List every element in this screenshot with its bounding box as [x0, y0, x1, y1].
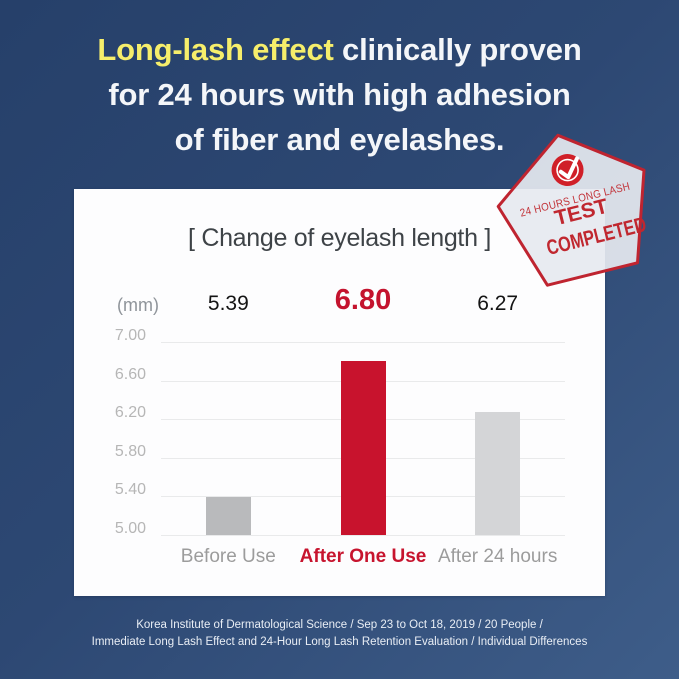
y-axis-tick-label: 5.80 [114, 442, 146, 460]
gridline [161, 342, 565, 343]
headline-line-1: Long-lash effect clinically proven [0, 27, 679, 72]
headline-line-2: for 24 hours with high adhesion [108, 77, 571, 112]
headline-line-3: of fiber and eyelashes. [174, 122, 505, 157]
gridline [161, 535, 565, 536]
category-label-after-24-hours: After 24 hours [437, 546, 558, 567]
headline: Long-lash effect clinically proven for 2… [0, 27, 679, 162]
test-completed-stamp: 24 HOURS LONG LASH TEST COMPLETED [496, 133, 649, 287]
value-label-before-use: 5.39 [207, 292, 249, 315]
bar-before-use [205, 497, 251, 535]
category-label-after-one-use: After One Use [299, 546, 427, 567]
y-axis-tick-label: 6.60 [114, 365, 146, 383]
headline-highlight: Long-lash effect [97, 32, 334, 67]
bar-after-24-hours [475, 412, 521, 535]
y-axis-tick-label: 6.20 [114, 404, 146, 422]
bar-after-one-use [340, 361, 386, 535]
footnote-line-2: Immediate Long Lash Effect and 24-Hour L… [91, 636, 588, 648]
chart-title: [ Change of eyelash length ] [188, 224, 491, 252]
footnote: Korea Institute of Dermatological Scienc… [0, 617, 679, 651]
y-axis-tick-label: 7.00 [114, 327, 146, 344]
stamp-pentagon [496, 133, 646, 287]
y-axis-tick-label: 5.00 [114, 520, 146, 537]
value-label-after-24-hours: 6.27 [477, 292, 519, 315]
chart-card: [ Change of eyelash length ] (mm) 7.00 6.… [74, 189, 605, 596]
footnote-line-1: Korea Institute of Dermatological Scienc… [136, 619, 543, 631]
value-label-after-one-use: 6.80 [334, 284, 392, 316]
unit-label: (mm) [117, 295, 159, 315]
y-axis-tick-label: 5.40 [114, 481, 146, 499]
check-circle-icon [551, 154, 584, 187]
category-label-before-use: Before Use [180, 546, 276, 567]
headline-line-1-rest: clinically proven [333, 32, 582, 67]
